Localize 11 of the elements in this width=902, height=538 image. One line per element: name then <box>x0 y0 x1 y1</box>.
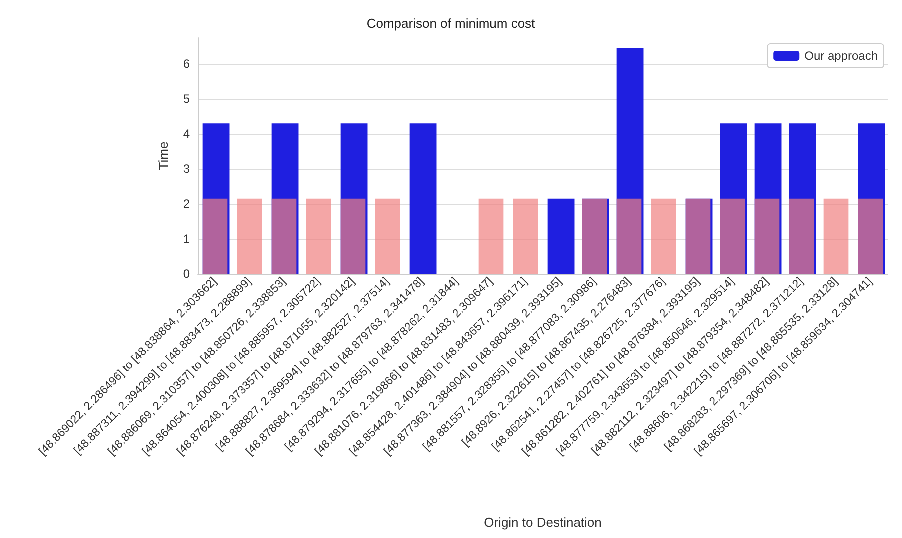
chart-title: Comparison of minimum cost <box>366 16 536 31</box>
legend-label: Our approach <box>804 49 878 63</box>
y-tick-label: 2 <box>183 197 190 212</box>
x-axis-title: Origin to Destination <box>484 515 602 530</box>
y-tick-label: 6 <box>183 57 190 72</box>
y-tick-label: 1 <box>183 232 190 246</box>
y-axis-title: Time <box>156 142 171 170</box>
y-tick-label: 3 <box>183 162 190 176</box>
y-tick-label: 4 <box>183 127 190 142</box>
y-tick-label: 0 <box>183 267 190 281</box>
y-tick-label: 5 <box>183 92 190 106</box>
